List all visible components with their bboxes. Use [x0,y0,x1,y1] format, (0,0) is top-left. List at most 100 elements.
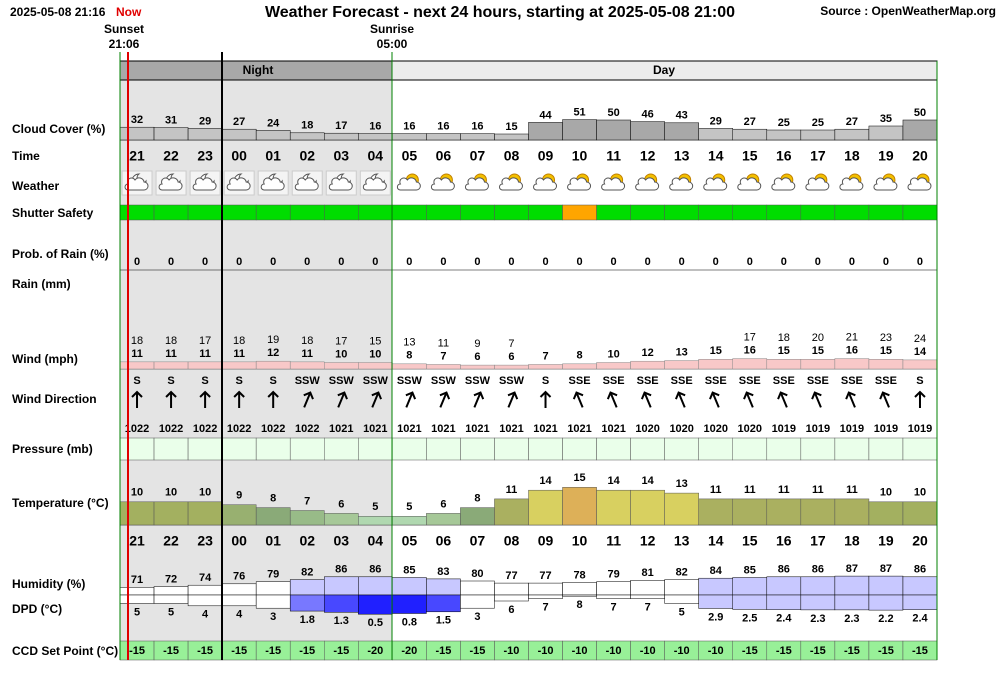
cloud [499,177,523,191]
wind-arrow [811,391,822,408]
cloud-bar [153,127,189,141]
hour: 17 [810,533,826,549]
wind-value: 7 [542,350,548,362]
weather-icon [873,173,898,191]
dpd-value: 1.3 [334,615,349,627]
dpd-value: 3 [474,611,480,623]
humidity-bar [392,577,427,596]
ccd-value: -20 [401,645,417,657]
pressure-value: 1021 [431,423,455,435]
pressure-cell [187,437,223,461]
wind-arrow [165,390,177,408]
wind-bar [426,364,461,370]
rain-prob: 0 [338,256,344,268]
hour: 13 [674,148,690,164]
timestamp: 2025-05-08 21:16 [10,5,106,19]
pressure-value: 1022 [193,423,217,435]
wind-value: 13 [676,346,688,358]
ccd-value: -10 [606,645,622,657]
ccd-value: -15 [197,645,213,657]
temp-bar [153,501,189,526]
cloud-bar [221,128,257,141]
sunrise: Sunrise [370,22,414,36]
rain-prob: 0 [713,256,719,268]
cloud-bar [187,128,223,141]
wind-bar [596,362,631,370]
pressure-value: 1021 [499,423,523,435]
cloud [703,177,728,191]
hour: 15 [742,533,758,549]
rain-prob: 0 [134,256,140,268]
ccd-value: -10 [572,645,588,657]
pressure-cell [664,437,699,461]
wind-arrow [337,391,348,408]
dpd-value: 2.5 [742,612,757,624]
shutter-cell [324,204,359,221]
arrow [131,390,143,408]
humidity-value: 86 [812,564,824,576]
hour: 21 [129,533,145,549]
cloud-bar [460,133,495,141]
cloud [260,177,285,191]
day-label: Day [653,63,675,77]
rain-prob: 0 [542,256,548,268]
dpd-bar [460,594,495,609]
row-label: Humidity (%) [12,577,85,591]
weather-icon [839,173,864,191]
wind-arrow [303,391,314,408]
arrow [539,390,552,408]
wind-dir: SSE [603,375,625,387]
ccd-value: -15 [912,645,928,657]
cloud [328,177,353,191]
hour: 13 [674,533,690,549]
ccd-value: -15 [333,645,349,657]
temp-value: 10 [199,487,211,499]
wind-dir: S [270,375,277,387]
cloud-bar [630,121,665,141]
humidity-value: 81 [642,567,654,579]
weather-icon [601,173,626,191]
cloud-value: 25 [812,117,824,129]
cloud-value: 15 [505,121,517,133]
shutter-cell [358,204,393,221]
row-label: Temperature (°C) [12,496,109,510]
pressure-cell [868,437,904,461]
cloud-bar [732,128,768,141]
arrow [606,391,618,408]
wind-dir: S [167,375,174,387]
humidity-value: 78 [573,569,585,581]
humidity-bar [528,582,563,596]
temp-bar [766,498,802,526]
temp-value: 11 [506,484,518,496]
wind-value: 11 [165,348,177,360]
pressure-cell [221,437,257,461]
humidity-value: 77 [505,570,517,582]
temp-bar [834,498,870,526]
dpd-value: 6 [508,604,514,616]
hour: 08 [504,533,520,549]
wind-value: 11 [301,348,313,360]
wind-dir: SSE [807,375,829,387]
wind-bar [528,364,563,370]
dpd-value: 2.4 [776,613,792,625]
weather-icon [359,170,391,196]
dpd-value: 0.5 [368,617,383,629]
gust-value: 7 [508,338,514,350]
pressure-cell [766,437,802,461]
cloud-bar [324,132,359,141]
wind-value: 10 [369,348,381,360]
dpd-bar [494,594,529,602]
weather-icon [771,173,796,191]
wind-arrow [572,391,584,408]
temp-bar [392,516,427,526]
ccd-value: -15 [878,645,894,657]
gust-value: 21 [846,332,858,344]
cloud [465,177,489,191]
temp-bar [528,489,563,526]
ccd-value: -15 [742,645,758,657]
gust-value: 18 [233,335,245,347]
pressure-value: 1021 [533,423,557,435]
cloud [396,177,421,191]
wind-bar [358,362,393,370]
shutter-cell [426,204,461,221]
